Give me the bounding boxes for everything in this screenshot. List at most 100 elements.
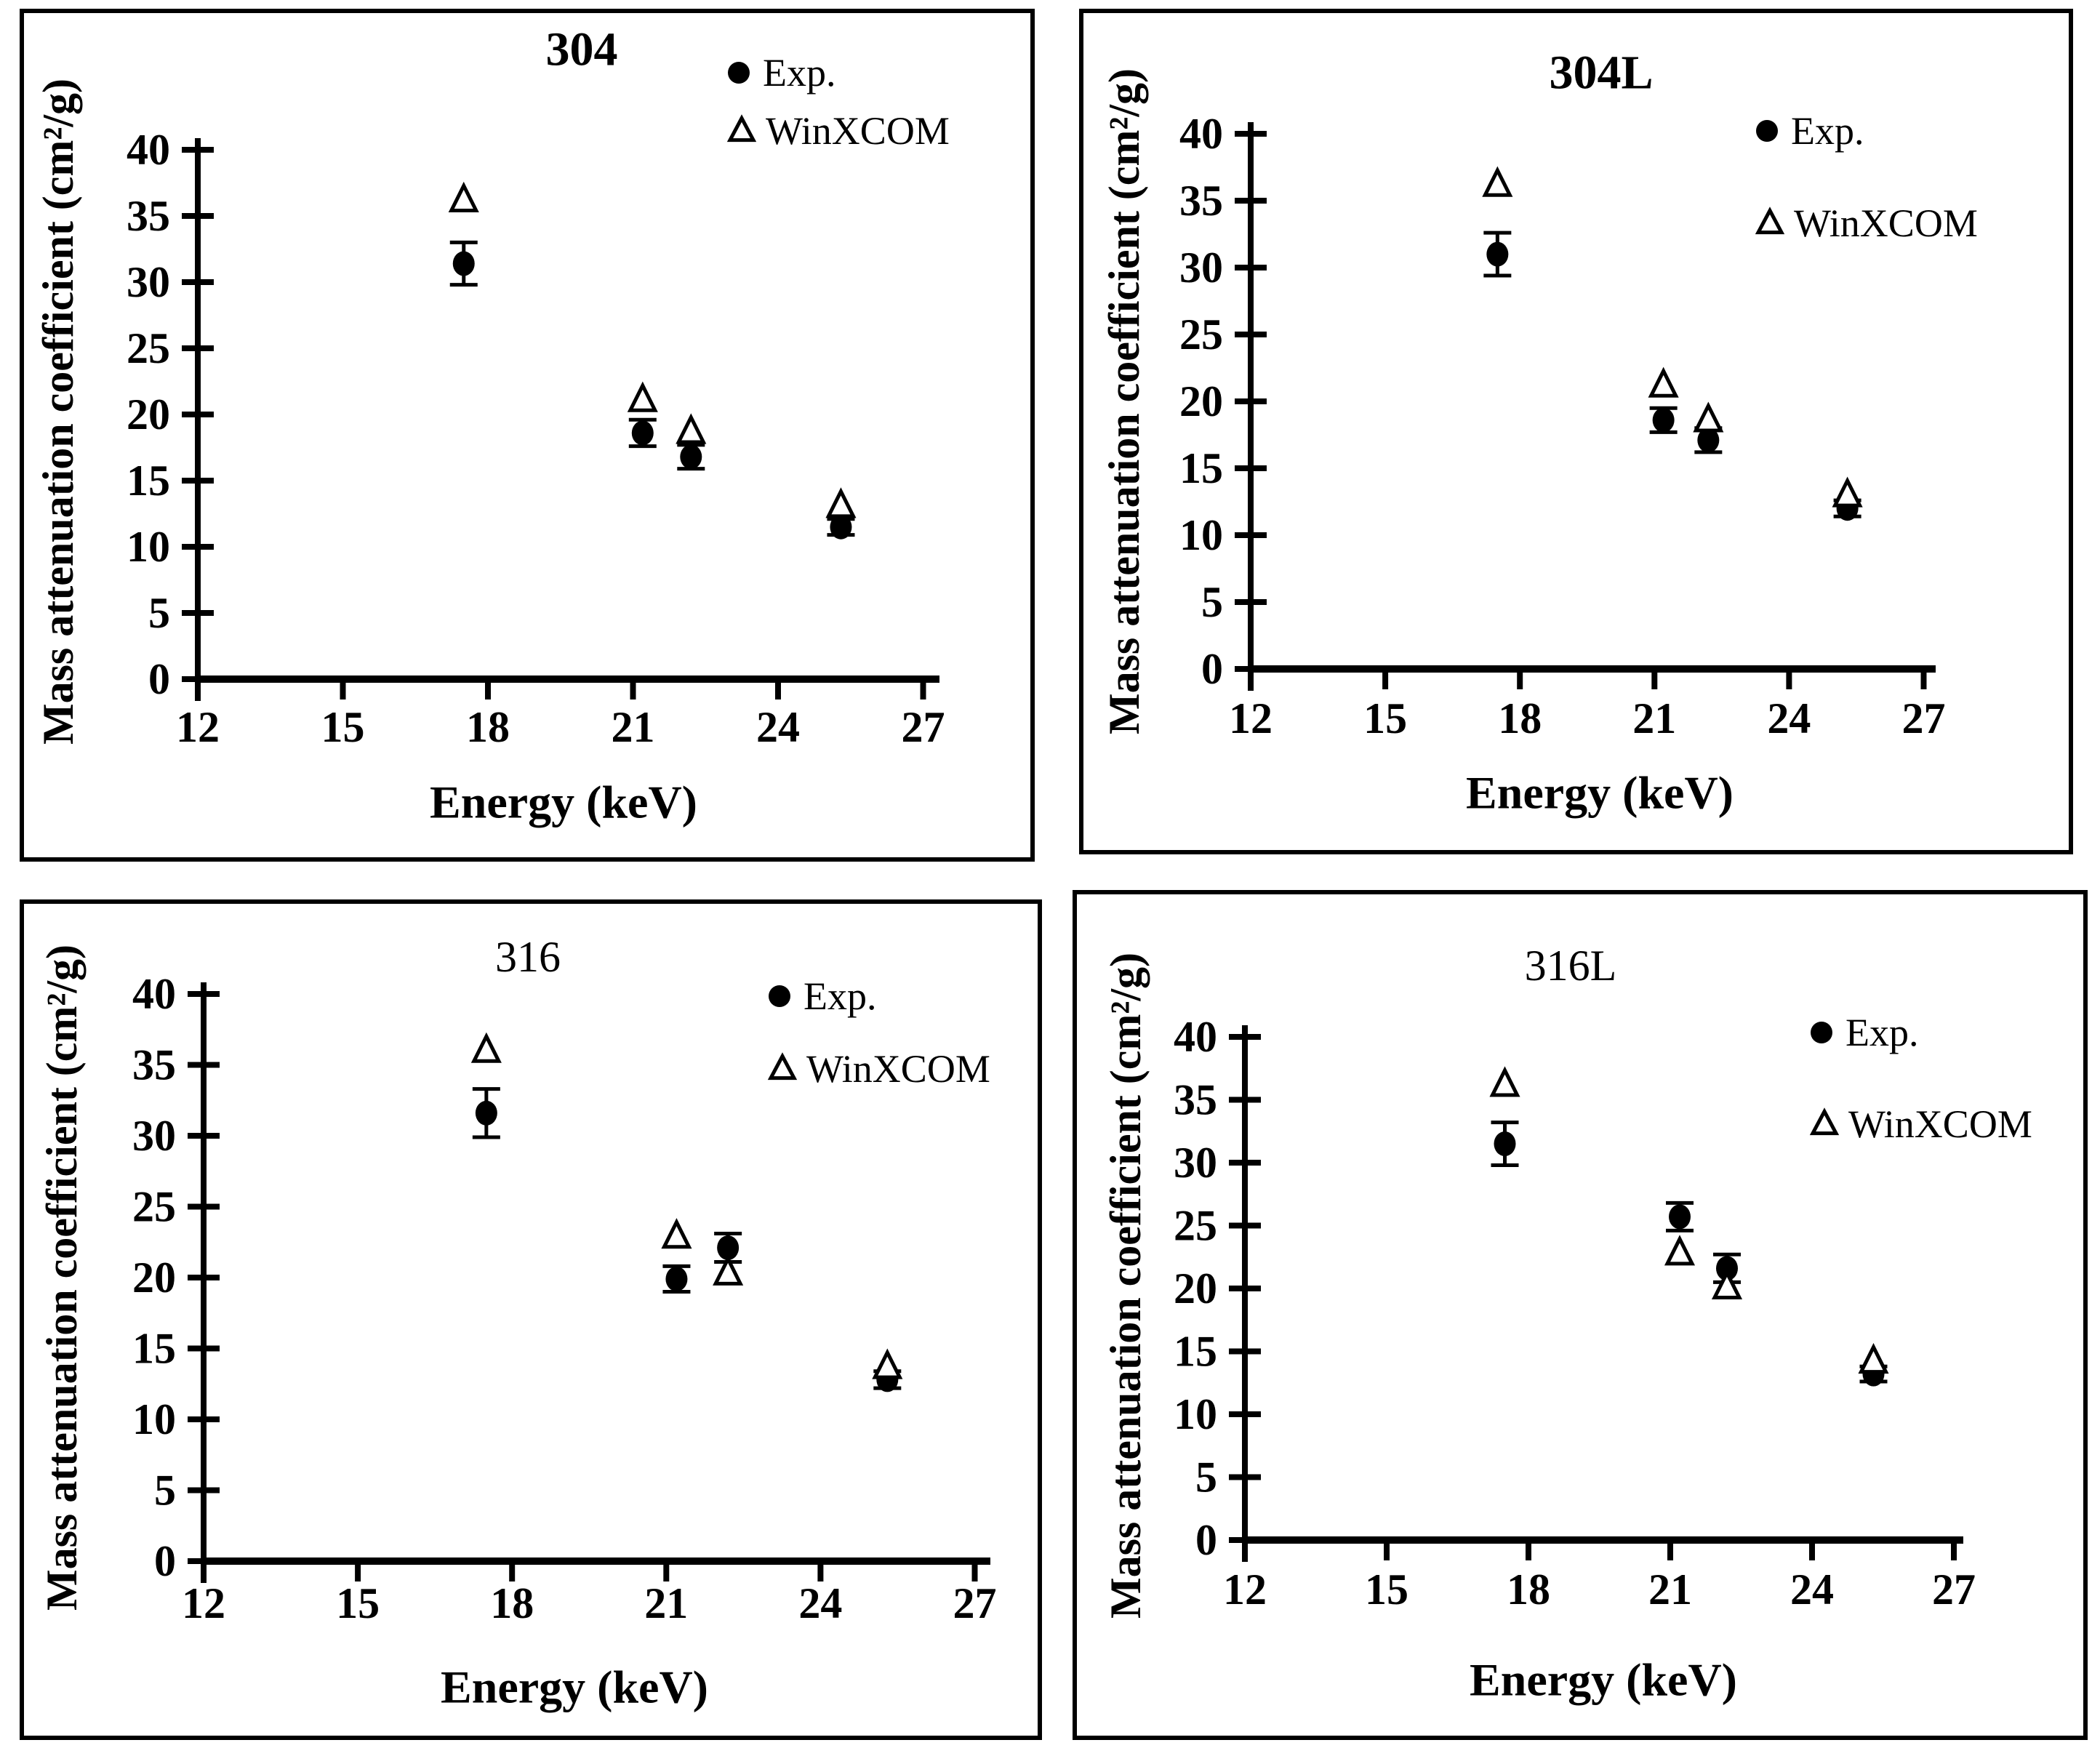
- y-tick-label: 15: [1179, 444, 1223, 492]
- chart-title: 304L: [1549, 47, 1653, 100]
- winxcom-point: [872, 1348, 903, 1379]
- y-tick-label: 5: [1201, 578, 1223, 626]
- x-tick-label: 18: [1507, 1565, 1550, 1613]
- x-tick-label: 18: [466, 703, 510, 751]
- exp-point: [717, 1235, 740, 1261]
- y-tick-label: 25: [127, 324, 170, 372]
- x-tick-label: 15: [321, 703, 365, 751]
- y-tick-label: 15: [127, 457, 170, 505]
- legend-label-exp: Exp.: [803, 974, 877, 1018]
- exp-point: [475, 1100, 497, 1126]
- y-tick-label: 35: [132, 1041, 176, 1089]
- exp-point: [1669, 1204, 1691, 1230]
- y-tick-label: 35: [127, 192, 170, 240]
- x-tick-label: 12: [182, 1579, 225, 1627]
- x-tick-label: 18: [490, 1579, 534, 1627]
- x-tick-label: 15: [1365, 1565, 1408, 1613]
- winxcom-point: [825, 487, 857, 518]
- legend-label-winxcom: WinXCOM: [806, 1047, 990, 1091]
- legend-label-exp: Exp.: [763, 51, 836, 95]
- legend-label-winxcom: WinXCOM: [1848, 1102, 2032, 1146]
- y-tick-label: 40: [127, 126, 170, 174]
- legend-label-winxcom: WinXCOM: [766, 109, 950, 153]
- legend-open-triangle-icon: [726, 114, 757, 143]
- x-axis-title: Energy (keV): [441, 1661, 708, 1713]
- chart-title: 316: [495, 933, 561, 981]
- winxcom-point: [448, 181, 479, 212]
- y-tick-label: 0: [148, 655, 170, 703]
- y-tick-label: 0: [1195, 1516, 1217, 1564]
- x-tick-label: 27: [1902, 694, 1946, 742]
- chart-title: 316L: [1525, 942, 1617, 990]
- y-tick-label: 35: [1179, 177, 1223, 225]
- x-tick-label: 27: [953, 1579, 997, 1627]
- x-tick-label: 12: [1229, 694, 1273, 742]
- winxcom-point: [1711, 1268, 1743, 1300]
- winxcom-point: [1489, 1066, 1520, 1097]
- exp-point: [1716, 1256, 1738, 1281]
- exp-point: [1494, 1131, 1516, 1157]
- y-tick-label: 0: [1201, 645, 1223, 693]
- winxcom-point: [676, 413, 707, 444]
- y-tick-label: 20: [127, 390, 170, 438]
- x-tick-label: 12: [1223, 1565, 1267, 1613]
- x-tick-label: 12: [176, 703, 220, 751]
- x-tick-label: 21: [644, 1579, 688, 1627]
- winxcom-point: [661, 1218, 692, 1249]
- exp-point: [680, 444, 702, 470]
- y-axis-title: Mass attenuation coefficient (cm²/g): [38, 945, 86, 1611]
- y-tick-label: 10: [132, 1395, 176, 1443]
- x-tick-label: 24: [1790, 1565, 1834, 1613]
- y-tick-label: 15: [132, 1325, 176, 1373]
- panel-border: [20, 899, 1042, 1740]
- y-tick-label: 20: [1174, 1264, 1217, 1312]
- legend-open-triangle-icon: [767, 1052, 798, 1081]
- legend-label-exp: Exp.: [1845, 1011, 1919, 1054]
- y-tick-label: 5: [148, 589, 170, 637]
- winxcom-point: [1648, 366, 1679, 398]
- legend-filled-circle-icon: [728, 62, 750, 84]
- y-tick-label: 15: [1174, 1328, 1217, 1376]
- x-axis-title: Energy (keV): [430, 777, 697, 828]
- y-tick-label: 5: [1195, 1454, 1217, 1502]
- y-tick-label: 25: [1179, 310, 1223, 358]
- y-tick-label: 10: [1174, 1390, 1217, 1438]
- legend-filled-circle-icon: [1756, 120, 1778, 142]
- y-axis-title: Mass attenuation coefficient (cm²/g): [34, 79, 82, 745]
- x-tick-label: 21: [612, 703, 655, 751]
- x-axis-title: Energy (keV): [1470, 1654, 1737, 1706]
- y-tick-label: 40: [1179, 110, 1223, 158]
- winxcom-point: [1832, 476, 1863, 508]
- x-tick-label: 21: [1632, 694, 1676, 742]
- y-axis-title: Mass attenuation coefficient (cm²/g): [1100, 68, 1148, 734]
- x-tick-label: 15: [336, 1579, 380, 1627]
- exp-point: [1652, 407, 1675, 433]
- y-tick-label: 30: [1179, 244, 1223, 292]
- y-tick-label: 10: [1179, 511, 1223, 559]
- winxcom-point: [1858, 1343, 1889, 1374]
- winxcom-point: [1664, 1235, 1696, 1266]
- exp-point: [631, 420, 654, 446]
- y-tick-label: 5: [154, 1467, 176, 1515]
- winxcom-point: [1693, 401, 1724, 433]
- winxcom-point: [627, 381, 658, 412]
- legend-filled-circle-icon: [1811, 1022, 1832, 1043]
- y-tick-label: 25: [132, 1183, 176, 1231]
- y-tick-label: 20: [1179, 377, 1223, 425]
- y-tick-label: 30: [132, 1112, 176, 1160]
- chart-title: 304: [546, 23, 618, 76]
- legend-label-exp: Exp.: [1791, 109, 1864, 153]
- legend-filled-circle-icon: [769, 985, 790, 1007]
- x-tick-label: 27: [902, 703, 945, 751]
- x-axis-title: Energy (keV): [1466, 767, 1734, 819]
- chart-panel-304: 304 0 5 10 15 20 25 30 35 40 12 15 18 21 24 27 Mass atte…: [20, 9, 1035, 862]
- winxcom-point: [1482, 166, 1513, 197]
- y-tick-label: 0: [154, 1537, 176, 1585]
- x-tick-label: 24: [1767, 694, 1811, 742]
- legend-label-winxcom: WinXCOM: [1794, 201, 1978, 245]
- x-tick-label: 27: [1932, 1565, 1976, 1613]
- winxcom-point: [713, 1254, 744, 1286]
- y-tick-label: 35: [1174, 1076, 1217, 1124]
